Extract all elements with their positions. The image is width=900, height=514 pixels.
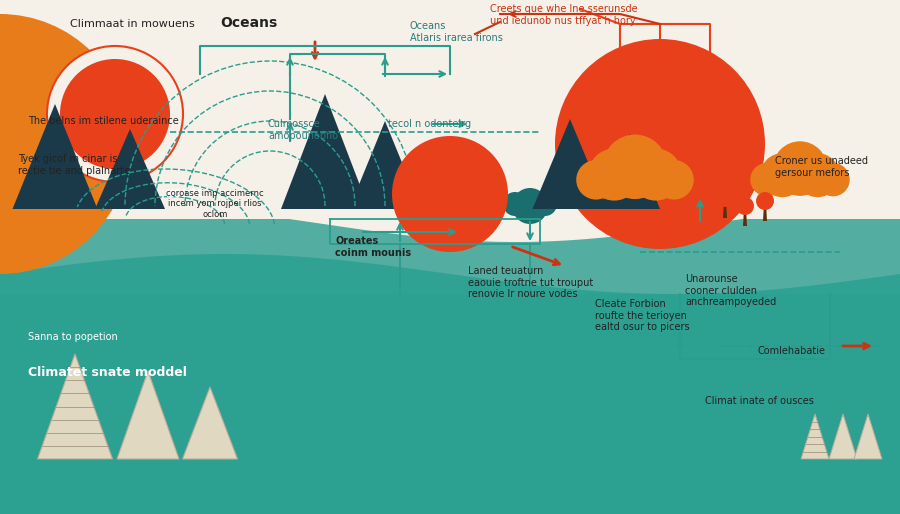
Circle shape [760, 153, 805, 197]
Polygon shape [0, 0, 900, 219]
Circle shape [503, 192, 527, 216]
Polygon shape [801, 414, 829, 459]
Circle shape [603, 135, 667, 199]
Text: Climatet snate moddel: Climatet snate moddel [28, 366, 187, 379]
Text: coroase imp accimernc
incem yom rojpei rlios
oclom: coroase imp accimernc incem yom rojpei r… [166, 189, 264, 219]
Text: Tyek gicof m cinar is
rectie tie and plalnarte: Tyek gicof m cinar is rectie tie and pla… [18, 154, 130, 176]
Circle shape [576, 160, 616, 199]
Polygon shape [854, 414, 882, 459]
Circle shape [773, 141, 827, 196]
Text: Comlehabatie: Comlehabatie [758, 346, 826, 356]
Text: The belns im stilene uderaince: The belns im stilene uderaince [28, 116, 179, 126]
Polygon shape [0, 206, 900, 514]
Polygon shape [281, 94, 369, 209]
Text: Croner us unadeed
gersour mefors: Croner us unadeed gersour mefors [775, 156, 868, 178]
Circle shape [716, 189, 734, 207]
Circle shape [796, 153, 840, 197]
Text: Creets que whe lne sserunsde
und iedunob nus tffyat h hory: Creets que whe lne sserunsde und iedunob… [490, 4, 637, 26]
Wedge shape [0, 14, 130, 274]
Text: Unarounse
cooner clulden
anchreampoyeded: Unarounse cooner clulden anchreampoyeded [685, 274, 776, 307]
Text: Cleate Forbion
roufte the terioyen
ealtd osur to picers: Cleate Forbion roufte the terioyen ealtd… [595, 299, 689, 332]
Text: Climmaat in mowuens: Climmaat in mowuens [70, 19, 194, 29]
Polygon shape [743, 208, 747, 226]
Polygon shape [183, 387, 238, 459]
Text: Laned teuaturn
eaouie troftne tut trouput
renovie lr noure vodes: Laned teuaturn eaouie troftne tut troupu… [468, 266, 593, 299]
Polygon shape [349, 121, 421, 209]
Circle shape [60, 59, 170, 169]
Polygon shape [117, 371, 179, 459]
Circle shape [654, 160, 694, 199]
Circle shape [516, 190, 544, 218]
Circle shape [816, 163, 850, 196]
Circle shape [47, 46, 183, 182]
Polygon shape [38, 354, 112, 459]
Text: Oreates
coinm mounis: Oreates coinm mounis [335, 236, 411, 258]
Circle shape [533, 192, 557, 216]
Text: Culmossce
amopounobflo: Culmossce amopounobflo [268, 119, 338, 141]
Circle shape [512, 188, 548, 224]
Circle shape [756, 192, 774, 210]
Polygon shape [533, 119, 608, 209]
Polygon shape [0, 0, 900, 219]
Text: Climat inate of ousces: Climat inate of ousces [705, 396, 814, 406]
Circle shape [630, 149, 682, 200]
Polygon shape [415, 137, 475, 209]
Circle shape [555, 39, 765, 249]
Text: tecol n odontelrg: tecol n odontelrg [388, 119, 471, 129]
Polygon shape [0, 254, 900, 514]
Text: Oceans
Atlaris irarea firons: Oceans Atlaris irarea firons [410, 21, 503, 43]
Polygon shape [95, 129, 165, 209]
Polygon shape [763, 203, 767, 221]
Text: NODRO: NODRO [165, 189, 205, 199]
Circle shape [736, 197, 754, 215]
Polygon shape [600, 134, 660, 209]
Text: Sanna to popetion: Sanna to popetion [28, 332, 118, 342]
Polygon shape [829, 414, 857, 459]
Circle shape [392, 136, 508, 252]
Circle shape [589, 149, 640, 200]
Polygon shape [723, 200, 727, 218]
Circle shape [751, 163, 784, 196]
Text: Oceans: Oceans [220, 16, 277, 30]
Polygon shape [0, 294, 900, 514]
Polygon shape [13, 104, 97, 209]
